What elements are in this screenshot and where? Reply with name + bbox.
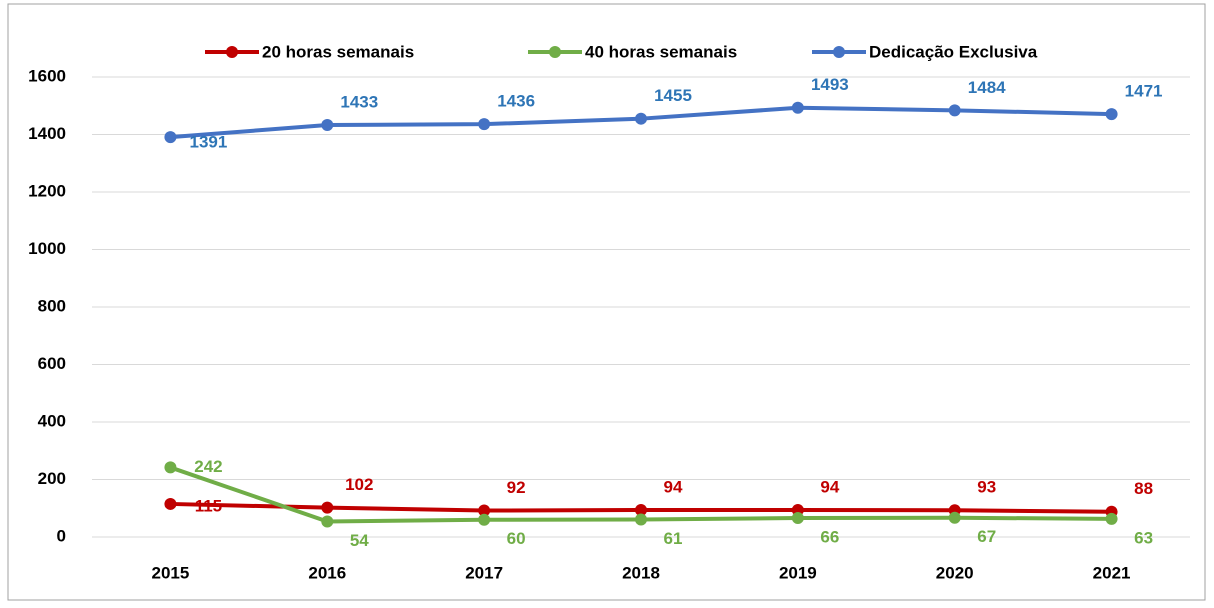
- data-label: 1484: [968, 78, 1006, 97]
- x-tick-label: 2018: [622, 563, 660, 582]
- data-label: 54: [350, 531, 369, 550]
- legend-marker: [833, 46, 845, 58]
- point: [321, 119, 334, 132]
- point: [1105, 108, 1118, 121]
- point: [1105, 512, 1118, 525]
- data-label: 94: [664, 477, 683, 496]
- x-tick-label: 2019: [779, 563, 817, 582]
- y-tick-label: 400: [38, 411, 66, 430]
- point: [635, 112, 647, 125]
- data-label: 1455: [654, 86, 692, 105]
- point: [164, 497, 177, 510]
- point: [321, 501, 334, 514]
- data-label: 115: [195, 496, 222, 515]
- point: [164, 461, 177, 474]
- legend-marker: [549, 46, 561, 58]
- data-label: 94: [820, 477, 839, 496]
- data-label: 1493: [811, 75, 849, 94]
- y-tick-label: 1000: [28, 239, 66, 258]
- point: [321, 515, 334, 528]
- data-label: 60: [507, 529, 526, 548]
- data-label: 93: [977, 478, 996, 497]
- data-label: 92: [507, 478, 526, 497]
- data-label: 88: [1134, 479, 1153, 498]
- x-tick-label: 2016: [308, 563, 346, 582]
- data-label: 102: [345, 475, 373, 494]
- chart-frame: [7, 3, 1206, 601]
- legend-marker: [226, 46, 238, 58]
- data-label: 63: [1134, 528, 1153, 547]
- data-label: 67: [977, 527, 996, 546]
- y-tick-label: 1200: [28, 181, 66, 200]
- point: [948, 104, 961, 117]
- data-label: 1391: [190, 133, 228, 152]
- y-tick-label: 1600: [28, 66, 66, 85]
- x-tick-label: 2017: [465, 563, 503, 582]
- legend-label: 20 horas semanais: [262, 42, 414, 61]
- data-label: 1433: [340, 92, 378, 111]
- point: [478, 504, 491, 517]
- data-label: 66: [820, 528, 839, 547]
- point: [791, 512, 804, 525]
- x-tick-label: 2020: [936, 563, 974, 582]
- point: [164, 131, 177, 144]
- y-tick-label: 0: [57, 526, 66, 545]
- y-tick-label: 1400: [28, 124, 66, 143]
- point: [635, 503, 647, 516]
- data-label: 61: [664, 529, 683, 548]
- legend-label: Dedicação Exclusiva: [869, 42, 1038, 61]
- y-tick-label: 200: [38, 469, 66, 488]
- data-label: 1471: [1125, 82, 1163, 101]
- data-label: 242: [194, 457, 222, 476]
- legend-label: 40 horas semanais: [585, 42, 737, 61]
- point: [791, 101, 804, 114]
- point: [948, 511, 961, 524]
- data-label: 1436: [497, 92, 535, 111]
- y-tick-label: 600: [38, 354, 66, 373]
- point: [478, 513, 491, 526]
- x-tick-label: 2015: [152, 563, 190, 582]
- point: [635, 513, 647, 526]
- y-tick-label: 800: [38, 296, 66, 315]
- x-tick-label: 2021: [1093, 563, 1131, 582]
- point: [478, 118, 491, 131]
